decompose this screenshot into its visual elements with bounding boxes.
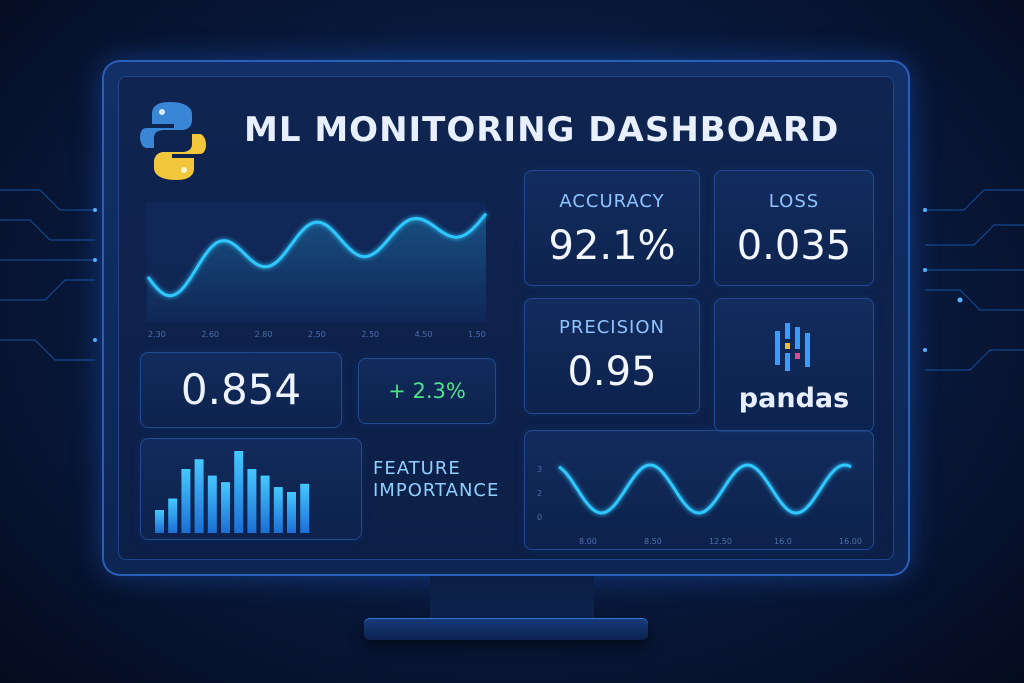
loss-label: LOSS [768, 191, 820, 212]
x-tick-label: 2.60 [201, 330, 220, 339]
y-tick-label: 3 [537, 465, 543, 474]
line-chart-bottom [558, 463, 852, 515]
feature-bar [194, 459, 204, 533]
feature-importance-label-line1: FEATURE [373, 458, 461, 479]
line-area [148, 213, 486, 322]
feature-bar [234, 451, 244, 533]
x-tick-label: 2.50 [361, 330, 380, 339]
accuracy-value: 92.1% [548, 223, 676, 269]
metric-card-delta: + 2.3% [358, 358, 496, 424]
feature-importance-label: FEATURE IMPORTANCE [373, 458, 499, 502]
y-tick-label: 2 [537, 489, 543, 498]
x-tick-label: 16.0 [774, 537, 792, 546]
feature-bar [247, 469, 257, 533]
x-tick-label: 2.30 [148, 330, 166, 339]
accuracy-card: ACCURACY 92.1% [524, 170, 700, 286]
pandas-card: pandas [714, 298, 874, 432]
feature-bar [287, 492, 296, 533]
feature-bar [221, 482, 230, 533]
page-title: ML MONITORING DASHBOARD [244, 110, 840, 150]
feature-importance-chart [155, 451, 310, 533]
metric-value: 0.854 [180, 365, 302, 414]
x-tick-label: 8.50 [644, 537, 662, 546]
x-tick-label: 2.80 [254, 330, 273, 339]
x-tick-label: 2.50 [308, 330, 326, 339]
line-chart-top [146, 202, 488, 322]
feature-bar [168, 498, 178, 533]
x-tick-label: 12.50 [709, 537, 732, 546]
pandas-label: pandas [738, 383, 850, 414]
metric-delta: + 2.3% [388, 379, 466, 403]
feature-bar [260, 475, 270, 533]
python-logo-icon [140, 102, 206, 180]
pandas-logo-icon [775, 323, 810, 371]
line-chart-panel: 2.30 2.60 2.80 2.50 2.50 4.50 1.50 [138, 172, 506, 342]
feature-bar [273, 487, 283, 533]
x-tick-label: 1.50 [468, 330, 486, 339]
precision-value: 0.95 [567, 349, 657, 395]
feature-importance-panel [140, 438, 362, 540]
precision-label: PRECISION [559, 317, 665, 338]
monitor-stand [364, 618, 648, 640]
monitor-neck [430, 576, 594, 622]
feature-importance-label-line2: IMPORTANCE [373, 480, 500, 501]
wave-series [558, 463, 852, 515]
loss-value: 0.035 [736, 223, 852, 269]
feature-bar [207, 475, 217, 533]
feature-bar [155, 510, 164, 533]
wave-chart-panel: 3 2 0 8.00 8.50 12.50 16.0 16.00 [524, 430, 874, 550]
x-tick-label: 4.50 [414, 330, 433, 339]
x-tick-label: 8.00 [579, 537, 597, 546]
metric-card-value: 0.854 [140, 352, 342, 428]
precision-card: PRECISION 0.95 [524, 298, 700, 414]
loss-card: LOSS 0.035 [714, 170, 874, 286]
feature-bar [300, 483, 310, 533]
feature-bar [181, 469, 191, 533]
x-tick-label: 16.00 [839, 537, 862, 546]
accuracy-label: ACCURACY [559, 191, 665, 212]
line-series [146, 212, 488, 298]
y-tick-label: 0 [537, 513, 543, 522]
